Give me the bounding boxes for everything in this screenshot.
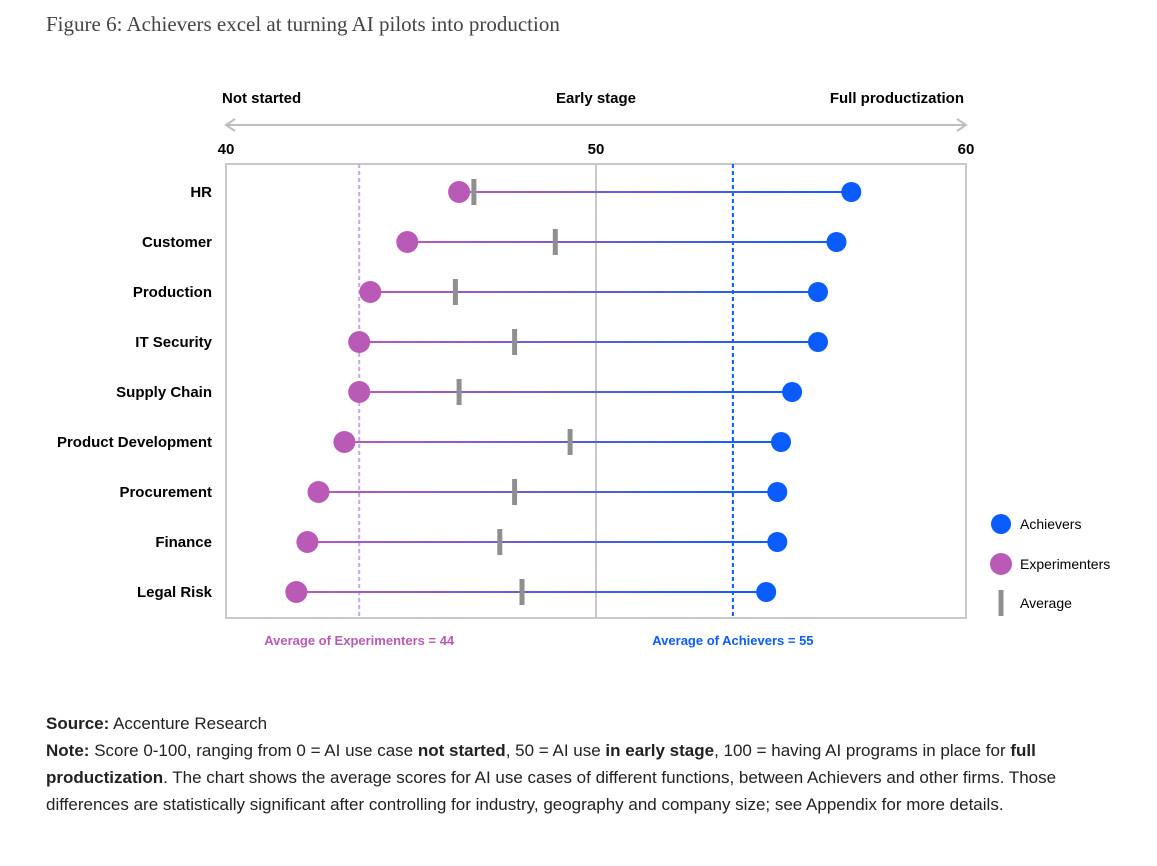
achievers-dot	[808, 282, 828, 302]
category-label: Product Development	[57, 434, 212, 451]
connector-line	[307, 541, 778, 543]
experimenters-dot	[448, 181, 471, 203]
experimenters-dot	[348, 381, 371, 403]
note-part-4: . The chart shows the average scores for…	[46, 768, 1057, 814]
source-label: Source:	[46, 714, 110, 733]
experimenters-dot	[307, 481, 330, 503]
average-marker	[456, 379, 462, 405]
figure-title: Figure 6: Achievers excel at turning AI …	[46, 12, 560, 36]
achievers-dot	[782, 382, 803, 402]
average-marker	[471, 179, 477, 205]
average-marker	[552, 229, 558, 255]
average-marker	[512, 329, 518, 355]
connector-line	[359, 341, 818, 343]
average-marker	[512, 479, 518, 505]
note-part-2: , 50 = AI use	[505, 741, 606, 760]
experimenters-dot	[359, 281, 382, 303]
experimenters-dot	[333, 431, 356, 453]
experimenters-dot	[396, 231, 419, 253]
legend-swatch-average	[998, 590, 1004, 616]
note-line: Note: Score 0-100, ranging from 0 = AI u…	[46, 737, 1126, 818]
connector-line	[344, 441, 781, 443]
scale-arrow-right-head	[956, 118, 968, 132]
achievers-dot	[771, 432, 791, 452]
achievers-dot	[826, 232, 847, 252]
note-part-1: Score 0-100, ranging from 0 = AI use cas…	[94, 741, 418, 760]
note-bold-1: not started	[417, 741, 506, 760]
legend-swatch-experimenters	[990, 553, 1012, 575]
connector-line	[370, 291, 818, 293]
achievers-dot	[767, 482, 788, 502]
category-label: Customer	[142, 234, 212, 251]
category-label: Legal Risk	[137, 584, 213, 601]
category-label: HR	[190, 184, 212, 201]
notes-block: Source: Accenture Research Note: Score 0…	[46, 710, 1126, 818]
x-tick-label: 40	[218, 141, 235, 158]
achievers-dot	[767, 532, 788, 552]
note-label: Note:	[46, 741, 90, 760]
note-bold-3: full productization	[46, 741, 1036, 787]
average-marker	[519, 579, 525, 605]
connector-line	[359, 391, 793, 393]
achievers-dot	[756, 582, 777, 602]
scale-label-center: Early stage	[556, 90, 636, 107]
experimenters-dot	[296, 531, 319, 553]
scale-arrow-left-head	[224, 118, 236, 132]
category-label: Production	[133, 284, 212, 301]
legend-label-experimenters: Experimenters	[1020, 556, 1110, 572]
connector-line	[318, 491, 778, 493]
reference-label-achievers: Average of Achievers = 55	[652, 633, 813, 648]
experimenters-dot	[348, 331, 371, 353]
legend-swatch-achievers	[991, 514, 1011, 534]
legend-label-average: Average	[1020, 595, 1072, 611]
category-label: Finance	[155, 534, 212, 551]
category-label: Procurement	[119, 484, 212, 501]
connector-line	[459, 191, 852, 193]
source-text: Accenture Research	[113, 714, 268, 733]
achievers-dot	[808, 332, 828, 352]
reference-label-experimenters: Average of Experimenters = 44	[264, 633, 455, 648]
note-part-3: , 100 = having AI programs in place for	[714, 741, 1011, 760]
achievers-dot	[841, 182, 862, 202]
category-label: Supply Chain	[116, 384, 212, 401]
category-label: IT Security	[135, 334, 212, 351]
x-tick-label: 50	[588, 141, 605, 158]
dumbbell-chart: Not started Early stage Full productizatio…	[57, 90, 1110, 648]
legend-label-achievers: Achievers	[1020, 516, 1081, 532]
average-marker	[497, 529, 503, 555]
source-line: Source: Accenture Research	[46, 710, 1126, 737]
note-bold-2: in early stage	[605, 741, 715, 760]
scale-label-right: Full productization	[830, 90, 964, 107]
connector-line	[407, 241, 837, 243]
average-marker	[452, 279, 458, 305]
scale-label-left: Not started	[222, 90, 301, 107]
connector-line	[296, 591, 767, 593]
x-tick-label: 60	[958, 141, 975, 158]
experimenters-dot	[285, 581, 308, 603]
average-marker	[567, 429, 573, 455]
